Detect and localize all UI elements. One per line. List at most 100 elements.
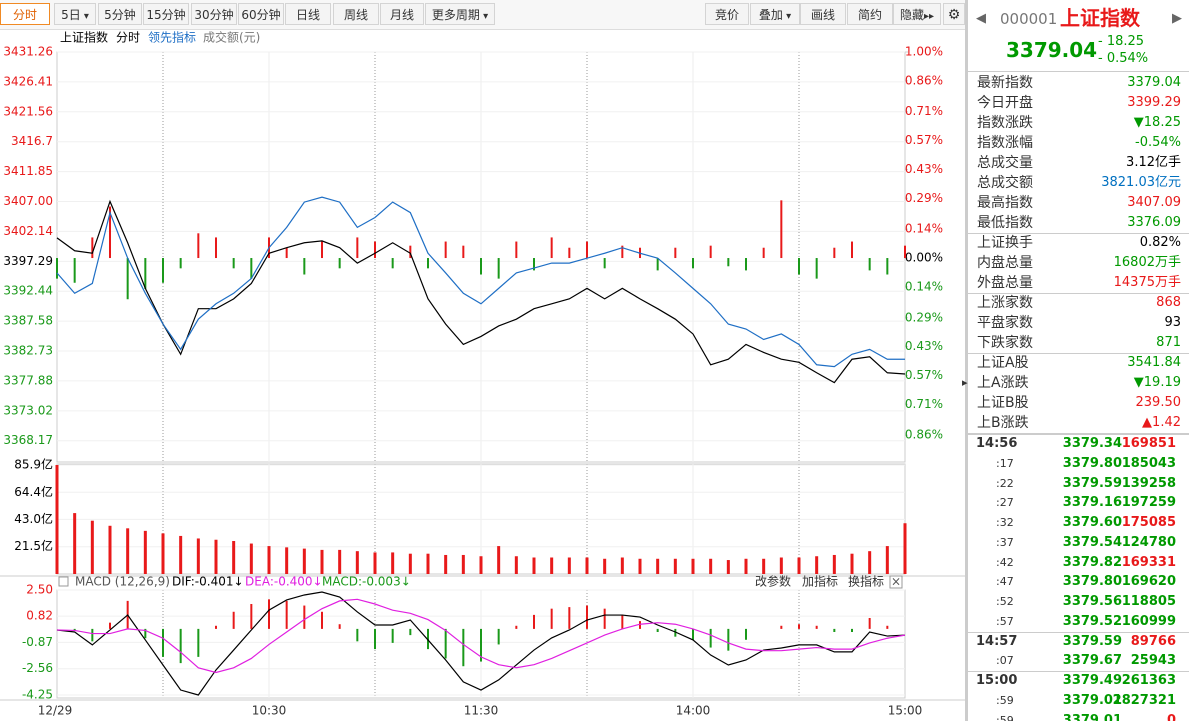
stat-value: 0.82%: [1139, 235, 1181, 250]
y-tick-label: 3416.7: [11, 134, 53, 148]
volume-bar: [73, 513, 77, 574]
volume-bar: [779, 557, 783, 574]
macd-bar: [851, 628, 853, 632]
flow-bar: [586, 241, 588, 259]
close-icon: [889, 575, 903, 589]
volume-bar: [567, 557, 571, 574]
volume-bar: [479, 556, 483, 574]
close-x: ×: [891, 575, 901, 589]
flow-bar: [427, 258, 429, 269]
macd-bar: [586, 605, 588, 629]
toolbar: 分时 5日 ▾ 5分钟 15分钟 30分钟 60分钟 日线 周线 月线 更多周期 ▾ 竞价 叠加 ▾ 画…: [0, 0, 966, 30]
volume-bar: [691, 558, 695, 574]
volume-bar: [497, 546, 501, 574]
stat-value: 3376.09: [1127, 215, 1181, 230]
macd-title: MACD (12,26,9): [75, 575, 170, 589]
volume-bar: [355, 551, 359, 574]
chart-area: 上证指数 分时 领先指标 成交额(元) 3431.26 3426.41 3421.56 341…: [0, 30, 966, 718]
tool[interactable]: 简约: [847, 3, 893, 25]
tab[interactable]: 60分钟: [238, 3, 284, 25]
tab-label: 5日: [61, 8, 81, 22]
macd-bar: [409, 628, 412, 636]
tab[interactable]: 30分钟: [191, 3, 237, 25]
flow-bar: [56, 258, 58, 279]
macd-bar: [656, 628, 659, 632]
macd-bar: [515, 625, 518, 629]
change-pct: - 0.54%: [1098, 51, 1149, 66]
flow-bar: [109, 206, 111, 259]
stat-value: 3821.03亿元: [1101, 175, 1181, 190]
next-arrow[interactable]: ▶: [1172, 11, 1182, 26]
tool[interactable]: 竞价: [705, 3, 749, 25]
tab[interactable]: 日线: [285, 3, 331, 25]
volume-bar: [143, 530, 147, 574]
collapse-arrow[interactable]: ▸: [962, 376, 968, 389]
volume-bar: [726, 560, 730, 574]
volume-bar: [249, 543, 253, 574]
y-tick-label: 43.0亿: [14, 511, 53, 526]
y2-tick-label: 0.71%: [905, 397, 943, 411]
stat-value: -0.54%: [1135, 135, 1181, 150]
flow-bar: [886, 258, 889, 275]
settings-icon[interactable]: ⚙: [943, 3, 965, 25]
flow-bar: [144, 258, 147, 289]
tool[interactable]: 画线: [800, 3, 846, 25]
stat-label: 今日开盘: [977, 95, 1033, 111]
macd-bar: [462, 628, 465, 667]
flow-bar: [550, 237, 553, 259]
stat-value: 3399.29: [1127, 95, 1181, 110]
macd-bar: [745, 628, 747, 640]
tab-label: 日线: [295, 8, 320, 22]
flow-bar: [762, 247, 765, 259]
volume-bar: [585, 557, 589, 574]
trade-volume: 175085: [1121, 515, 1176, 530]
flow-bar: [285, 247, 288, 259]
stat-label: 上证B股: [977, 395, 1029, 411]
flow-bar: [692, 258, 694, 269]
stat-label: 指数涨幅: [977, 135, 1033, 151]
tab[interactable]: 5日 ▾: [54, 3, 96, 25]
volume-bar: [90, 520, 94, 574]
volume-bar: [302, 548, 306, 574]
macd-bar: [480, 628, 482, 662]
flow-bar: [745, 258, 747, 271]
tool-label: 简约: [857, 8, 882, 22]
y2-tick-label: 0.71%: [905, 104, 943, 118]
tab[interactable]: 5分钟: [98, 3, 142, 25]
trade-price: 3379.16: [1062, 495, 1122, 511]
flow-bar: [215, 237, 217, 259]
flow-bar: [338, 258, 341, 269]
y-tick-label: 85.9亿: [14, 457, 53, 472]
stat-value: 14375万手: [1113, 275, 1181, 290]
macd-line: [56, 591, 906, 696]
stat-value: 868: [1156, 295, 1181, 310]
macd-bar: [727, 628, 730, 651]
tab[interactable]: 15分钟: [143, 3, 189, 25]
volume-bar: [55, 465, 59, 574]
stat-value: ▼19.19: [1133, 375, 1181, 390]
macd-bar: [815, 625, 818, 629]
stat-value: 3.12亿手: [1126, 155, 1181, 170]
tool[interactable]: 叠加 ▾: [750, 3, 800, 25]
tab[interactable]: 更多周期 ▾: [425, 3, 495, 25]
y2-tick-label: 0.29%: [905, 310, 943, 324]
stat-label: 最低指数: [977, 215, 1033, 231]
trade-time: 14:56: [976, 436, 1018, 451]
tab[interactable]: 周线: [333, 3, 379, 25]
tab[interactable]: 月线: [380, 3, 424, 25]
tool[interactable]: 隐藏▸▸: [893, 3, 941, 25]
macd-bar: [285, 600, 288, 629]
tab[interactable]: 分时: [0, 3, 50, 25]
flow-bar: [444, 241, 447, 259]
prev-arrow[interactable]: ◀: [976, 11, 986, 26]
macd-bar: [444, 628, 447, 659]
stat-value: 3379.04: [1127, 75, 1181, 90]
volume-bar: [179, 535, 183, 574]
macd-bar: [374, 628, 376, 650]
stat-value: 3541.84: [1127, 355, 1181, 370]
volume-bar: [885, 546, 889, 574]
trade-price: 3379.01: [1062, 692, 1122, 708]
y-tick-label: 21.5亿: [14, 538, 53, 553]
tab-label: 15分钟: [146, 8, 186, 22]
flow-bar: [197, 233, 200, 259]
